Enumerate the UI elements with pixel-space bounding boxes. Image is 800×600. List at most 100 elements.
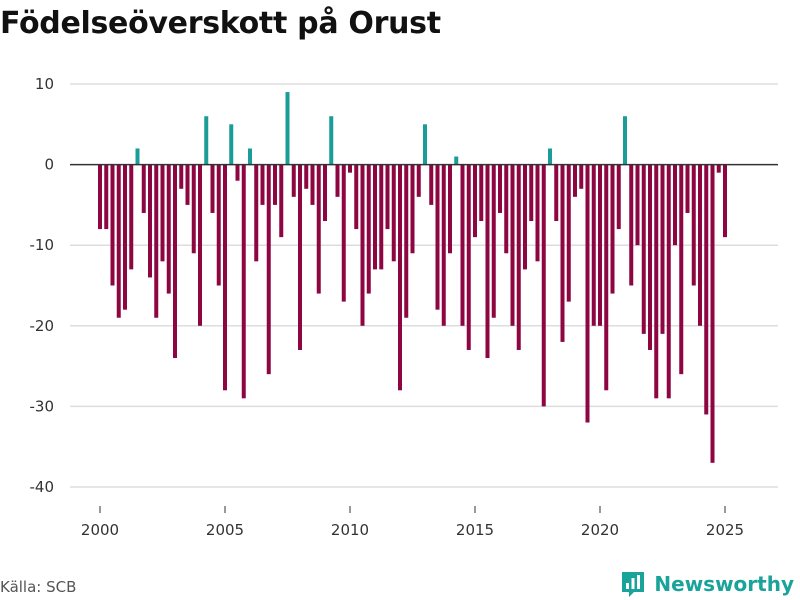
bar (598, 164, 602, 326)
bar (291, 164, 296, 197)
bar (673, 164, 677, 246)
bar-series (98, 92, 727, 463)
bar (491, 164, 496, 318)
x-tick-label: 2025 (706, 521, 744, 539)
bar (629, 164, 634, 286)
bar (560, 164, 565, 342)
bar (191, 164, 196, 254)
bar (173, 164, 177, 359)
bar (566, 164, 571, 302)
bar (641, 164, 646, 334)
bar (648, 164, 652, 350)
bar (423, 124, 427, 165)
bar (160, 164, 165, 262)
bar (704, 164, 709, 415)
bar (298, 164, 302, 350)
bar (116, 164, 121, 318)
bar (654, 164, 659, 399)
bar (660, 164, 665, 334)
bar (166, 164, 171, 294)
bar (516, 164, 521, 350)
bar (416, 164, 421, 197)
bar (685, 164, 690, 213)
bar (573, 164, 577, 197)
y-tick-label: -40 (30, 478, 55, 496)
bar (610, 164, 615, 294)
bar (354, 164, 359, 230)
bar (148, 164, 152, 278)
bar (141, 164, 146, 213)
bar (485, 164, 490, 359)
bar (698, 164, 702, 326)
bar-chart-icon (622, 572, 645, 597)
y-tick-label: 0 (44, 156, 54, 174)
bar (391, 164, 396, 262)
y-tick-label: -30 (30, 397, 55, 415)
bar (373, 164, 377, 270)
bar (185, 164, 190, 205)
bar (360, 164, 365, 326)
bar (210, 164, 215, 213)
bar (529, 164, 534, 222)
bar (341, 164, 346, 302)
x-axis-ticks: 2000 2005 2010 2015 2020 2025 (81, 506, 744, 539)
bar (623, 116, 627, 165)
x-tick-label: 2005 (206, 521, 244, 539)
x-tick-label: 2020 (581, 521, 619, 539)
x-tick-label: 2015 (456, 521, 494, 539)
bar (448, 164, 452, 254)
bar (316, 164, 321, 294)
bar (335, 164, 340, 197)
grid-lines (70, 83, 778, 488)
bar (329, 116, 334, 165)
bar (235, 164, 240, 181)
bar (348, 164, 352, 173)
bar (523, 164, 527, 270)
bar (579, 164, 584, 189)
bar (460, 164, 465, 326)
bar (179, 164, 184, 189)
bar (441, 164, 446, 326)
bar (129, 164, 134, 270)
bar (254, 164, 259, 262)
bar (123, 164, 127, 310)
y-tick-label: 10 (35, 75, 54, 93)
bar (454, 156, 459, 165)
bar (104, 164, 109, 230)
bar (404, 164, 409, 318)
bar (635, 164, 640, 246)
bar (198, 164, 202, 326)
bar (410, 164, 415, 254)
bar (535, 164, 540, 262)
bar (204, 116, 209, 165)
bar (385, 164, 390, 230)
brand-logo: Newsworthy (620, 570, 794, 598)
bar (216, 164, 221, 286)
bar (466, 164, 471, 350)
y-tick-label: -20 (30, 317, 55, 335)
bar (323, 164, 327, 222)
bar (110, 164, 115, 286)
bar (310, 164, 315, 205)
bar (679, 164, 684, 375)
bar (248, 148, 252, 165)
bar (223, 164, 227, 391)
bar (366, 164, 371, 294)
bar (473, 164, 477, 238)
bar (260, 164, 265, 205)
bar (716, 164, 721, 173)
bar (304, 164, 309, 189)
chart-title: Födelseöverskott på Orust (0, 6, 441, 41)
bar (548, 148, 552, 165)
bar (585, 164, 590, 423)
bar (98, 164, 102, 230)
bar (229, 124, 234, 165)
bar (285, 92, 290, 165)
bar (616, 164, 621, 230)
x-tick-label: 2000 (81, 521, 119, 539)
bar (691, 164, 696, 286)
bar (135, 148, 140, 165)
bar (604, 164, 609, 391)
bar (510, 164, 515, 326)
